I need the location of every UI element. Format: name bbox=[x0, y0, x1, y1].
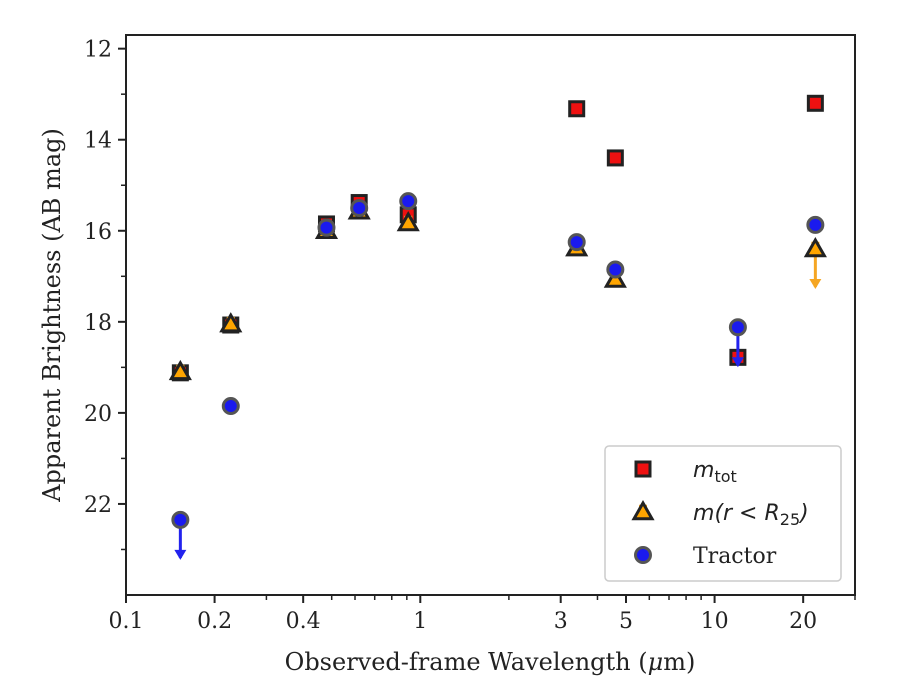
legend-label-mtot: mtot bbox=[693, 458, 737, 486]
x-tick-label: 20 bbox=[789, 609, 817, 634]
legend-mtot-marker bbox=[634, 460, 652, 478]
plot-frame bbox=[125, 34, 856, 596]
y-tick-label: 22 bbox=[84, 493, 112, 518]
series-tractor bbox=[171, 192, 825, 560]
y-tick-label: 16 bbox=[84, 220, 112, 245]
mr25-point bbox=[803, 236, 827, 258]
x-tick-label: 1 bbox=[413, 609, 427, 634]
x-tick-label: 0.4 bbox=[286, 609, 321, 634]
legend: mtot m(r < R25) Tractor bbox=[604, 445, 842, 582]
legend-box bbox=[604, 445, 842, 582]
tractor-point bbox=[606, 260, 625, 279]
series-mr25 bbox=[168, 199, 827, 381]
x-tick-label: 5 bbox=[619, 609, 633, 634]
tractor-point bbox=[171, 510, 190, 529]
x-tick-label: 0.1 bbox=[109, 609, 144, 634]
mr25-point bbox=[396, 211, 420, 232]
tractor-point bbox=[350, 199, 369, 218]
legend-label-mr25: m(r < R25) bbox=[693, 501, 809, 529]
tractor-point bbox=[728, 318, 747, 337]
mr25-point bbox=[219, 312, 243, 333]
series-mtot bbox=[171, 94, 824, 382]
y-tick-label: 20 bbox=[84, 402, 112, 427]
mr25-point bbox=[168, 359, 192, 381]
legend-entry-mr25: m(r < R25) bbox=[631, 499, 809, 529]
legend-entry-tractor: Tractor bbox=[634, 544, 777, 569]
legend-label-tractor: Tractor bbox=[693, 544, 777, 569]
y-axis-label: Apparent Brightness (AB mag) bbox=[38, 128, 66, 503]
tractor-point bbox=[221, 397, 240, 416]
plot-area bbox=[168, 94, 827, 560]
y-tick-label: 14 bbox=[84, 129, 112, 154]
x-axis-label: Observed-frame Wavelength (μm) bbox=[285, 648, 696, 676]
legend-tractor-marker bbox=[634, 546, 652, 564]
tractor-point bbox=[806, 215, 825, 234]
tractor-point bbox=[317, 218, 336, 237]
x-tick-label: 10 bbox=[701, 609, 729, 634]
tractor-upper-limit-arrow-head bbox=[174, 549, 187, 560]
x-tick-label: 0.2 bbox=[197, 609, 232, 634]
mr25-upper-limit-arrow-head bbox=[809, 278, 822, 289]
axes: 0.1 0.2 0.4 1 3 5 10 20 12 14 16 18 20 22 bbox=[84, 34, 856, 634]
y-tick-label: 12 bbox=[84, 38, 112, 63]
legend-entry-mtot: mtot bbox=[634, 458, 737, 486]
tractor-upper-limit-arrow-head bbox=[731, 357, 744, 368]
x-tick-label: 3 bbox=[554, 609, 568, 634]
mtot-point bbox=[806, 94, 824, 112]
y-tick-label: 18 bbox=[84, 311, 112, 336]
tractor-point bbox=[399, 192, 418, 211]
tractor-point bbox=[567, 233, 586, 252]
legend-mr25-marker bbox=[631, 499, 655, 521]
mtot-point bbox=[568, 100, 586, 118]
mtot-point bbox=[606, 149, 624, 167]
